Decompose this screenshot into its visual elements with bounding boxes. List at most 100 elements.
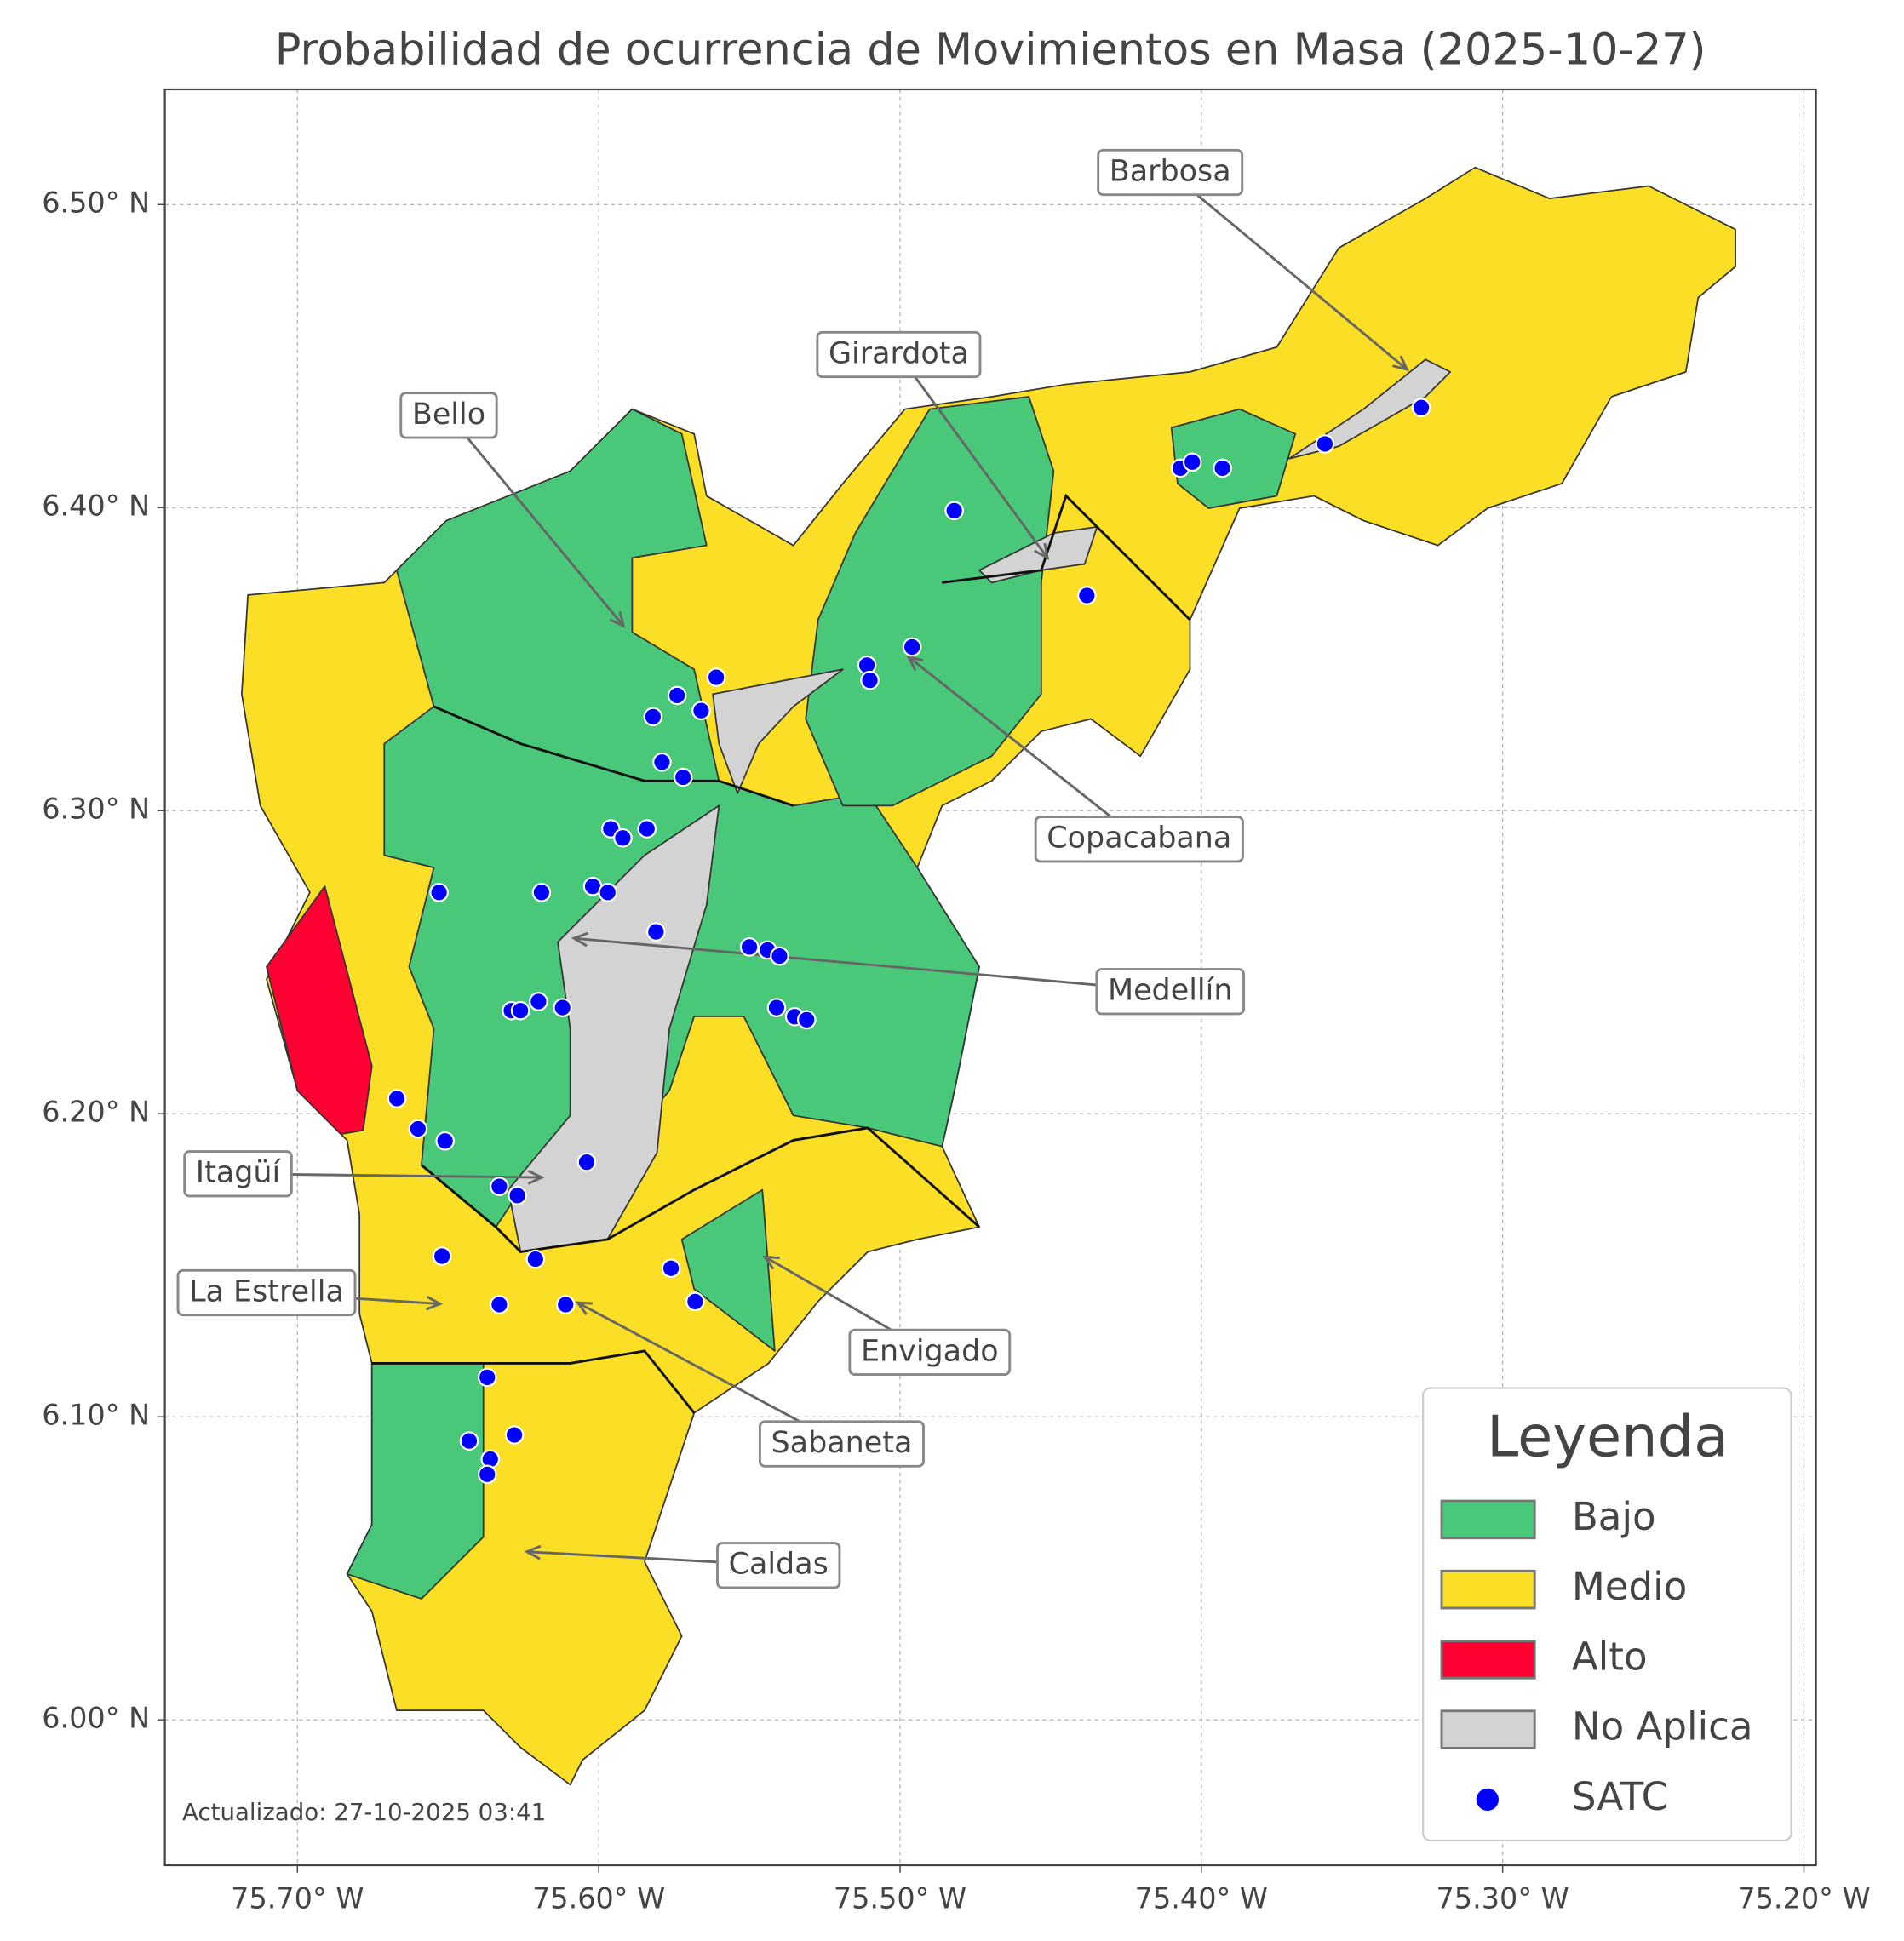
satc-station — [459, 1431, 479, 1451]
annotation-label: Sabaneta — [771, 1426, 913, 1460]
x-tick-label: 75.30° W — [1437, 1881, 1569, 1915]
annotation-label: Medellín — [1108, 974, 1233, 1008]
satc-station — [490, 1177, 509, 1196]
legend-label: Alto — [1572, 1634, 1648, 1679]
satc-station — [387, 1089, 407, 1108]
satc-station — [576, 1152, 597, 1172]
satc-station — [661, 1258, 681, 1279]
municipal-boundary — [942, 493, 1191, 621]
satc-station — [508, 1186, 527, 1205]
region-no-aplica — [712, 668, 844, 794]
region-bajo — [805, 396, 1055, 807]
y-tick-label: 6.00° N — [42, 1702, 150, 1735]
satc-station — [531, 883, 552, 902]
satc-station — [944, 501, 964, 521]
y-tick-label: 6.50° N — [42, 186, 150, 220]
satc-station — [435, 1131, 455, 1151]
satc-station — [1213, 458, 1232, 478]
update-note: Actualizado: 27-10-2025 03:41 — [182, 1798, 546, 1826]
satc-station — [739, 937, 760, 957]
plot-frame — [163, 88, 1817, 1867]
region-alto — [266, 885, 373, 1136]
legend-marker — [1476, 1788, 1499, 1811]
legend-label: SATC — [1572, 1774, 1668, 1819]
satc-station — [598, 883, 618, 902]
annotation-arrow — [908, 656, 1140, 840]
satc-station — [1182, 452, 1202, 472]
region-no-aplica — [507, 804, 720, 1253]
arrow-head — [575, 1301, 593, 1316]
satc-station — [691, 701, 711, 721]
satc-station — [685, 1291, 705, 1312]
annotation-label: Envigado — [861, 1334, 999, 1368]
satc-station — [613, 827, 633, 848]
x-tick-label: 75.70° W — [231, 1881, 364, 1915]
municipal-boundary — [421, 1126, 980, 1253]
legend-label: No Aplica — [1572, 1704, 1753, 1749]
arrow-head — [609, 611, 626, 628]
annotation-label: Bello — [412, 398, 485, 432]
region-bajo — [680, 1188, 776, 1352]
satc-station — [1077, 586, 1097, 605]
annotation-label: Copacabana — [1047, 822, 1231, 856]
arrow-head — [1034, 542, 1050, 560]
annotation-label: Barbosa — [1110, 155, 1231, 189]
y-tick-label: 6.20° N — [42, 1096, 150, 1129]
arrow-head — [762, 1255, 780, 1270]
annotation-arrow — [573, 936, 1171, 993]
annotation-box — [1097, 148, 1244, 197]
legend-swatch — [1440, 1499, 1536, 1540]
legend-title: Leyenda — [1487, 1403, 1729, 1469]
satc-station — [646, 922, 666, 942]
legend-label: Bajo — [1572, 1494, 1656, 1539]
satc-station — [860, 670, 880, 690]
x-tick-label: 75.40° W — [1135, 1881, 1268, 1915]
annotation-box — [848, 1328, 1012, 1377]
legend-swatch — [1440, 1640, 1536, 1680]
x-tick-label: 75.50° W — [834, 1881, 966, 1915]
satc-station — [637, 819, 657, 839]
satc-station — [797, 1010, 817, 1030]
satc-station — [667, 685, 687, 706]
annotation-label: Girardota — [829, 337, 969, 371]
annotation-label: La Estrella — [189, 1274, 344, 1308]
satc-station — [902, 637, 922, 657]
annotation-label: Itagüí — [196, 1156, 282, 1190]
municipal-boundary — [371, 1349, 696, 1414]
y-tick-label: 6.10° N — [42, 1399, 150, 1432]
arrow-head — [527, 1170, 545, 1185]
satc-station — [408, 1119, 428, 1139]
annotation-arrow — [447, 414, 625, 627]
arrow-head — [571, 931, 588, 948]
satc-station — [529, 992, 548, 1011]
annotation-arrow — [1169, 171, 1408, 371]
satc-station — [643, 707, 663, 727]
arrow-head — [906, 655, 924, 671]
satc-station — [490, 1295, 509, 1314]
region-bajo — [1170, 408, 1297, 509]
annotation-box — [1034, 816, 1244, 863]
annotation-arrow — [898, 353, 1049, 559]
legend-swatch — [1440, 1569, 1536, 1610]
annotation-box — [399, 392, 498, 439]
satc-station — [525, 1249, 546, 1269]
legend-label: Medio — [1572, 1564, 1687, 1609]
satc-station — [673, 767, 693, 787]
x-tick-label: 75.20° W — [1737, 1881, 1870, 1915]
y-tick-label: 6.30° N — [42, 793, 150, 826]
satc-station — [652, 752, 672, 772]
municipal-boundary — [433, 705, 794, 807]
annotation-box — [176, 1268, 357, 1317]
arrow-head — [524, 1544, 542, 1560]
arrow-head — [426, 1295, 444, 1311]
satc-station — [477, 1464, 497, 1485]
satc-station — [1315, 434, 1335, 454]
satc-station — [553, 998, 572, 1017]
annotation-box — [1095, 968, 1246, 1016]
satc-station — [706, 667, 726, 687]
region-no-aplica — [1288, 358, 1452, 460]
satc-station — [477, 1367, 497, 1388]
annotation-box — [816, 330, 982, 379]
